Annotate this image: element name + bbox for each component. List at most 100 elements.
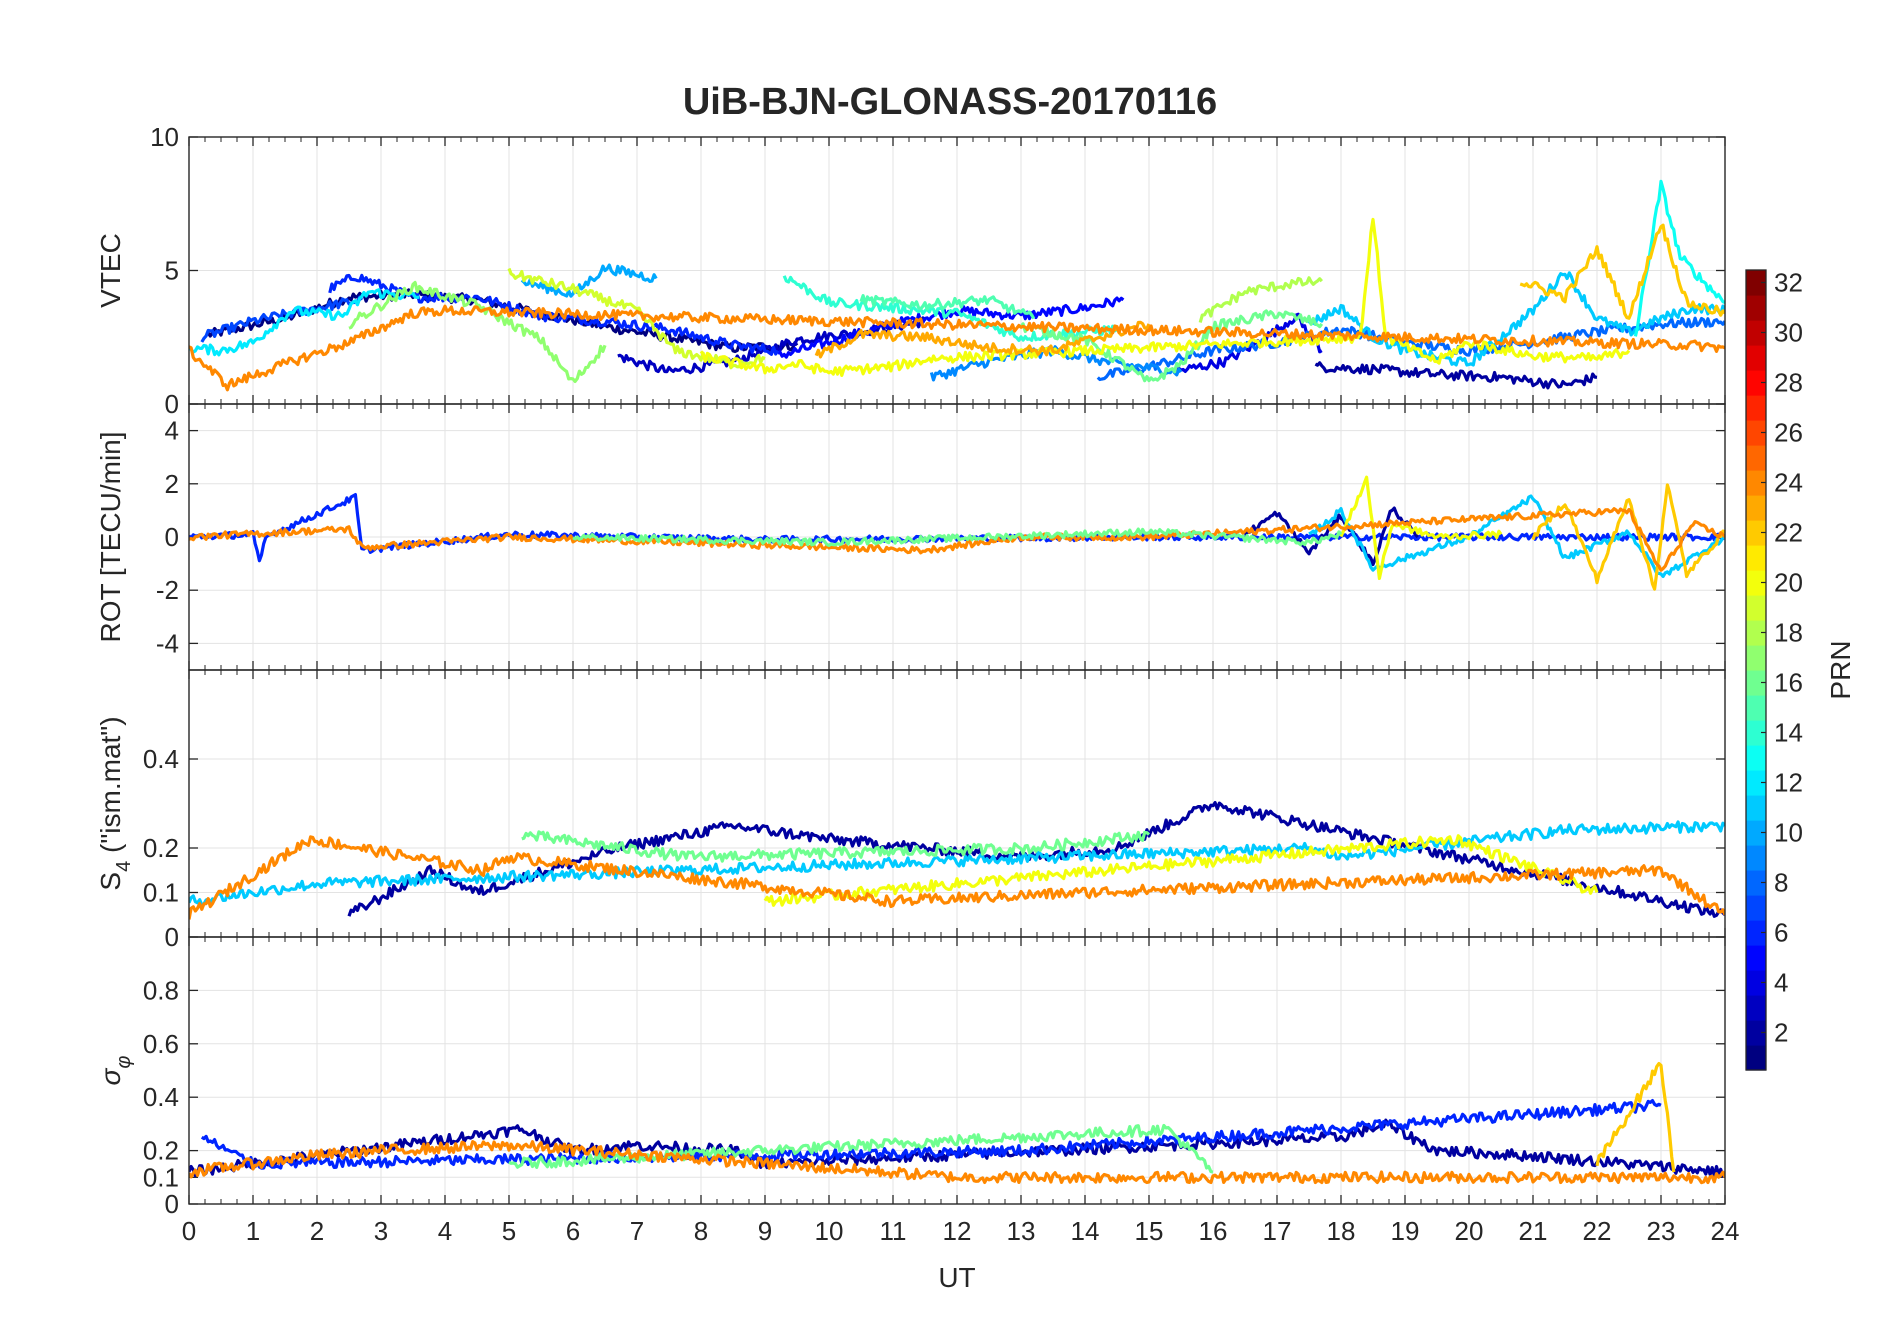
colorbar-segment [1746,720,1766,746]
colorbar-segment [1746,470,1766,496]
x-tick-label: 12 [943,1216,972,1246]
x-tick-label: 0 [182,1216,196,1246]
series-group [189,179,1725,392]
x-tick-label: 8 [694,1216,708,1246]
x-tick-label: 23 [1647,1216,1676,1246]
colorbar-segment [1746,345,1766,371]
colorbar-segment [1746,945,1766,971]
series-line-prn-24 [189,1140,1725,1185]
colorbar-segment [1746,620,1766,646]
y-axis-label: ROT [TECU/min] [95,431,126,642]
y-tick-label: 0.1 [143,1162,179,1192]
colorbar-label: PRN [1825,640,1856,699]
chart-title: UiB-BJN-GLONASS-20170116 [683,81,1217,123]
colorbar-segment [1746,695,1766,721]
y-tick-label: 0.4 [143,1082,179,1112]
y-tick-label: 0 [165,389,179,419]
panel-frame [188,936,1726,1205]
series-line-prn-7 [200,295,364,343]
series-line-prn-13 [1633,179,1725,337]
series-line-prn-6 [189,493,1725,563]
colorbar-segment [1746,420,1766,446]
x-tick-label: 3 [374,1216,388,1246]
colorbar-segment [1746,845,1766,871]
colorbar-segment [1746,595,1766,621]
colorbar-segment [1746,545,1766,571]
series-line-prn-24 [189,507,1725,572]
series-line-prn-16 [572,527,1343,548]
colorbar-frame [1745,269,1767,1071]
series-line-prn-20 [1339,475,1503,581]
colorbar-tick-label: 8 [1774,868,1788,898]
series-line-prn-15 [859,294,1036,320]
x-tick-label: 6 [566,1216,580,1246]
colorbar-segment [1746,370,1766,396]
panel-rot: -4 -2 0 2 4 ROT [TECU/min] [95,403,1726,671]
x-tick-label: 15 [1135,1216,1164,1246]
x-tick-label: 13 [1007,1216,1036,1246]
series-line-prn-17 [348,280,607,383]
colorbar-segment [1746,870,1766,896]
series-line-prn-24 [189,304,1725,392]
y-tick-label: -2 [156,575,179,605]
series-line-prn-22 [1595,1061,1676,1173]
colorbar-tick-label: 18 [1774,618,1803,648]
colorbar-tick-label: 26 [1774,418,1803,448]
y-axis-label: σφ [95,1056,135,1086]
colorbar-segment [1746,570,1766,596]
colorbar-segment [1746,395,1766,421]
x-tick-label: 19 [1391,1216,1420,1246]
series-line-prn-4 [1173,312,1323,376]
colorbar-segment [1746,520,1766,546]
colorbar-segment [1746,820,1766,846]
colorbar-segment [1746,1020,1766,1046]
x-tick-label: 20 [1455,1216,1484,1246]
colorbar-segment [1746,745,1766,771]
series-line-prn-2 [1314,361,1598,390]
colorbar-segment [1746,645,1766,671]
x-tick-label: 22 [1583,1216,1612,1246]
series-line-prn-16 [1019,309,1324,383]
series-line-prn-10 [520,263,658,298]
y-tick-label: 0.8 [143,975,179,1005]
colorbar-segment [1746,970,1766,996]
panel-vtec: 0 5 10 VTEC [95,122,1726,419]
x-tick-label: 9 [758,1216,772,1246]
colorbar-tick-label: 6 [1774,918,1788,948]
colorbar-tick-label: 28 [1774,368,1803,398]
x-tick-label: 1 [246,1216,260,1246]
y-tick-label: 10 [150,122,179,152]
y-tick-label: 4 [165,416,179,446]
series-line-prn-22 [1531,483,1725,591]
y-tick-label: 2 [165,469,179,499]
series-line-prn-16 [521,830,1151,863]
colorbar-segment [1746,795,1766,821]
colorbar-tick-label: 12 [1774,768,1803,798]
series-line-prn-16 [508,1123,1214,1174]
colorbar-tick-label: 22 [1774,518,1803,548]
colorbar-segment [1746,445,1766,471]
colorbar-segment [1746,295,1766,321]
x-tick-label: 2 [310,1216,324,1246]
x-tick-label: 21 [1519,1216,1548,1246]
x-axis: 0 1 2 3 4 5 6 7 8 9 10 11 12 13 14 15 16 17 18 19 20 21 22 23 24 [182,1216,1740,1246]
colorbar-tick-label: 16 [1774,668,1803,698]
colorbar-segment [1746,320,1766,346]
colorbar-segment [1746,1045,1766,1071]
series-group [189,475,1725,591]
colorbar-tick-label: 20 [1774,568,1803,598]
series-line-prn-19 [507,267,766,370]
series-line-prn-11 [1307,271,1725,367]
series-line-prn-18 [1198,276,1324,323]
series-line-prn-2 [1243,506,1419,567]
series-group [189,1061,1725,1185]
panel-sigma_phi: 00.10.2 0.4 0.6 0.8 σφ [95,936,1726,1219]
colorbar-segment [1746,995,1766,1021]
colorbar-segment [1746,495,1766,521]
colorbar-tick-label: 14 [1774,718,1803,748]
series-line-prn-8 [1096,316,1725,382]
series-line-prn-24 [189,835,1725,920]
series-line-prn-5 [776,296,1125,359]
